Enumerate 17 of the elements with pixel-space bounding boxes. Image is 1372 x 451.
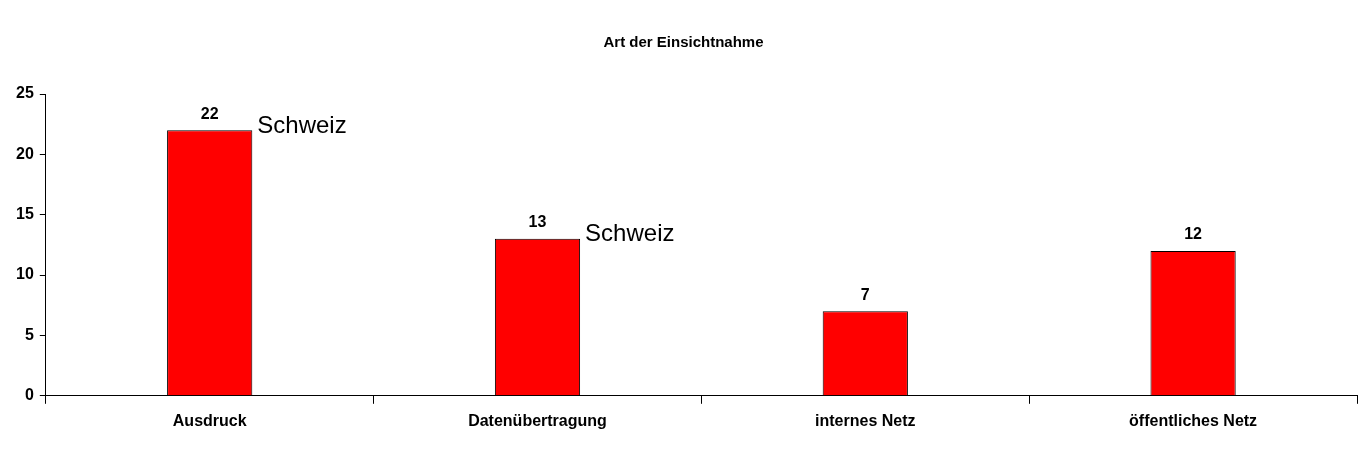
y-tick-label: 5 [24, 325, 34, 343]
annotation: Schweiz [257, 110, 347, 138]
chart-title: Art der Einsichtnahme [603, 33, 764, 51]
y-tick-label: 15 [16, 205, 34, 223]
y-tick-label: 10 [16, 265, 34, 283]
y-tick-label: 25 [16, 84, 34, 102]
y-tick-label: 0 [24, 386, 34, 404]
x-tick-label: Ausdruck [172, 411, 247, 429]
y-tick-label: 20 [16, 144, 34, 162]
x-tick-label: Datenübertragung [468, 411, 607, 429]
x-tick-label: öffentliches Netz [1129, 411, 1258, 429]
data-label: 7 [860, 285, 870, 303]
data-label: 13 [528, 213, 547, 231]
annotation: Schweiz [585, 219, 675, 247]
x-tick-label: internes Netz [815, 411, 916, 429]
data-label: 22 [200, 104, 219, 122]
data-label: 12 [1184, 225, 1203, 243]
